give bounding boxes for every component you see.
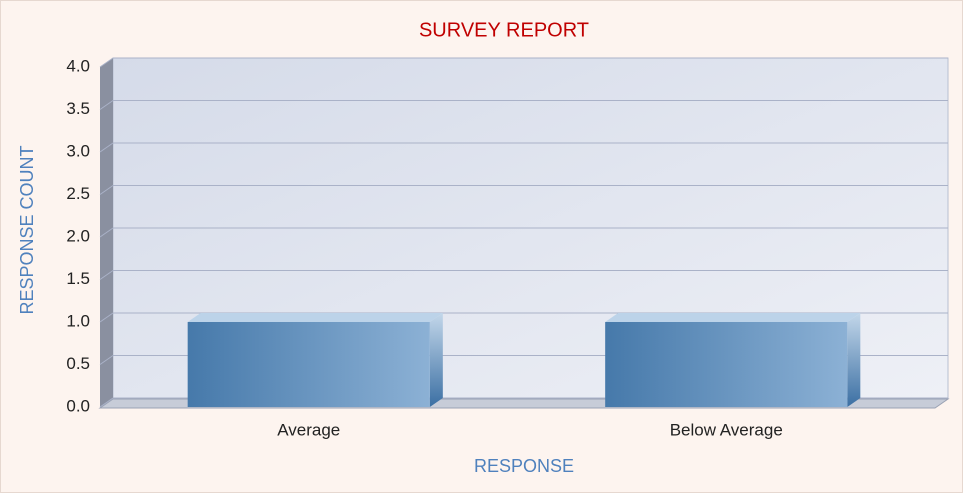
- y-tick-label: 3.5: [66, 99, 90, 118]
- x-tick-label: Average: [277, 420, 340, 439]
- y-tick-label: 1.0: [66, 311, 90, 330]
- grid-line: [99, 355, 114, 365]
- grid-line: [99, 100, 114, 110]
- x-axis-title: RESPONSE: [474, 456, 574, 476]
- bar: [187, 322, 430, 407]
- bar: [605, 322, 848, 407]
- y-tick-label: 4.0: [66, 56, 90, 75]
- y-tick-label: 2.5: [66, 184, 90, 203]
- bar-top: [605, 313, 861, 322]
- y-tick-label: 1.5: [66, 269, 90, 288]
- bar-top: [187, 313, 443, 322]
- y-tick-label: 0.5: [66, 354, 90, 373]
- bar-side: [847, 313, 861, 407]
- grid-line: [99, 227, 114, 238]
- grid-line: [99, 185, 114, 195]
- y-tick-label: 2.0: [66, 226, 90, 245]
- grid-line: [99, 270, 114, 280]
- grid-line: [99, 397, 114, 408]
- grid-line: [99, 312, 114, 323]
- grid-line: [99, 57, 114, 68]
- grid-line: [99, 142, 114, 153]
- bar-side: [429, 313, 443, 407]
- y-axis-title: RESPONSE COUNT: [17, 145, 37, 314]
- y-tick-label: 3.0: [66, 141, 90, 160]
- chart-title: SURVEY REPORT: [419, 19, 589, 41]
- x-tick-label: Below Average: [670, 420, 783, 439]
- y-tick-label: 0.0: [66, 396, 90, 415]
